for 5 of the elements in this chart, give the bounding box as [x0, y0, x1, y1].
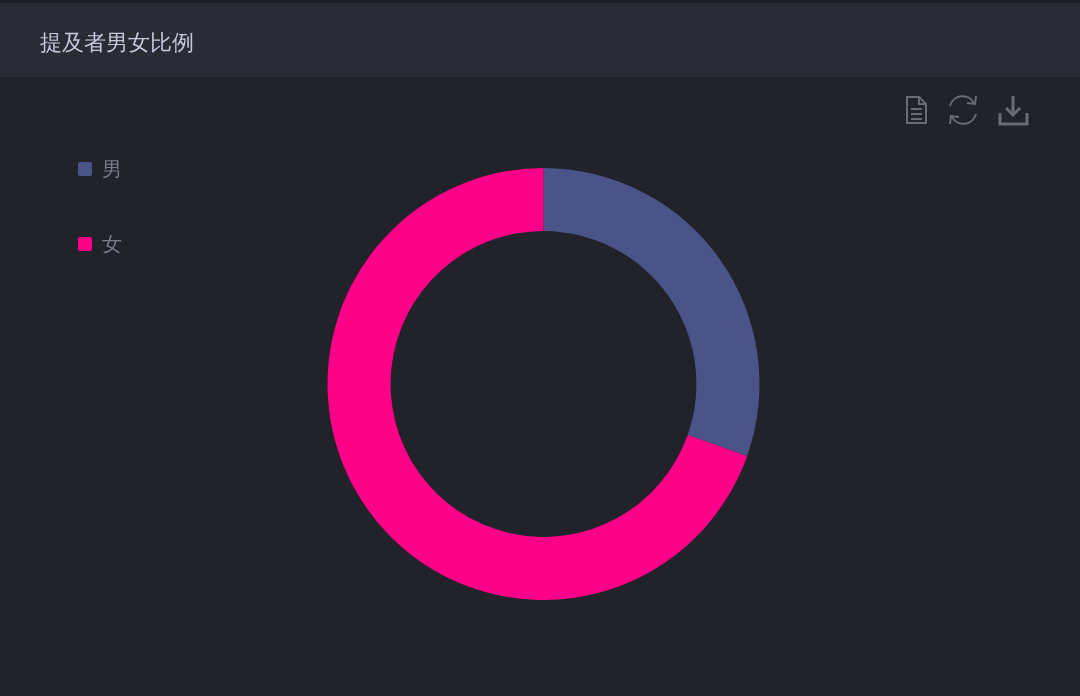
chart-title: 提及者男女比例 — [40, 29, 194, 55]
donut-slice — [543, 168, 760, 456]
legend-label: 女 — [102, 232, 122, 256]
legend-label: 男 — [102, 157, 122, 181]
donut-slice — [327, 168, 748, 600]
